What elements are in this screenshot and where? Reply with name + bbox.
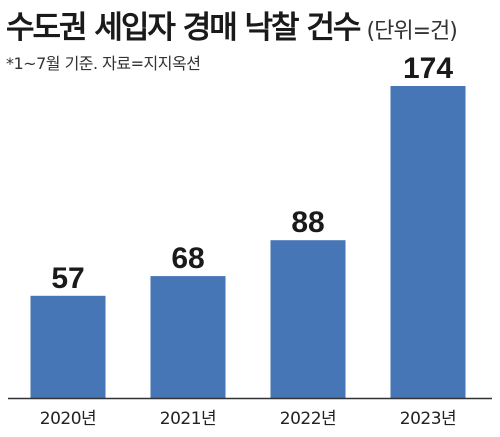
bar-0 bbox=[30, 295, 106, 398]
x-tick-label-1: 2021년 bbox=[160, 409, 216, 429]
bar-value-label-0: 57 bbox=[51, 262, 84, 295]
bar-3 bbox=[390, 86, 466, 398]
chart-title: 수도권 세입자 경매 낙찰 건수 bbox=[6, 10, 361, 46]
x-tick-label-3: 2023년 bbox=[400, 409, 456, 429]
chart-title-row: 수도권 세입자 경매 낙찰 건수 (단위=건) bbox=[6, 2, 458, 47]
source-note: *1~7월 기준. 자료=지지옥션 bbox=[6, 54, 201, 73]
bar-1 bbox=[150, 276, 226, 398]
x-tick-label-0: 2020년 bbox=[40, 409, 96, 429]
x-tick-label-2: 2022년 bbox=[280, 409, 336, 429]
bar-value-label-1: 68 bbox=[171, 242, 204, 275]
bar-value-label-3: 174 bbox=[403, 52, 453, 85]
bar-2 bbox=[270, 240, 346, 398]
bar-value-label-2: 88 bbox=[291, 206, 324, 239]
unit-label: (단위=건) bbox=[366, 19, 458, 44]
